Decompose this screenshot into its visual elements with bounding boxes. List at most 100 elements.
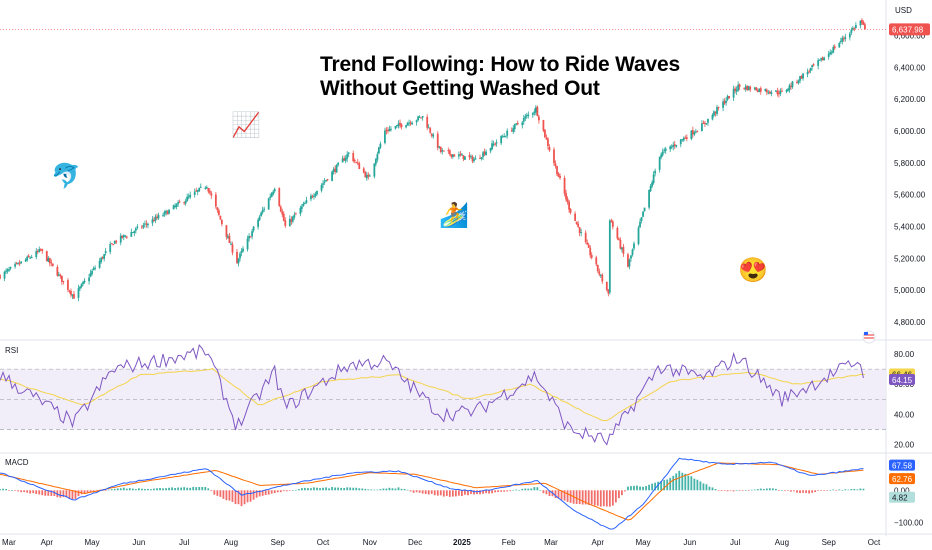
macd-histogram-bar (0, 489, 1, 491)
time-tick-label: Mar (544, 538, 558, 547)
macd-histogram-bar (310, 488, 312, 491)
candle-body (468, 155, 471, 158)
macd-histogram-bar (427, 490, 430, 495)
candle-body (39, 249, 42, 251)
macd-histogram-bar (267, 490, 270, 495)
macd-histogram-bar (237, 490, 240, 505)
candle-body (83, 280, 86, 283)
candle-body (18, 263, 21, 265)
time-tick-label: Apr (41, 538, 54, 547)
time-tick-label: Jun (132, 538, 145, 547)
candle-body (702, 122, 705, 124)
macd-histogram-bar (409, 490, 412, 492)
candle-body (470, 156, 472, 158)
macd-histogram-bar (319, 488, 321, 491)
candle-body (510, 130, 513, 132)
candle-body (778, 93, 780, 95)
macd-histogram-bar (790, 490, 792, 492)
candle-body (704, 122, 706, 124)
candle-body (737, 84, 740, 91)
candle-body (174, 205, 177, 207)
macd-histogram-bar (636, 485, 638, 491)
candle-body (800, 75, 803, 79)
macd-histogram-bar (340, 487, 343, 491)
candle-body (732, 88, 735, 98)
macd-histogram-bar (575, 490, 578, 504)
time-tick-label: Sep (822, 538, 837, 547)
candle-body (365, 175, 368, 179)
macd-histogram-bar (814, 490, 817, 493)
candle-body (707, 118, 709, 123)
candle-body (257, 219, 260, 227)
candle-body (544, 129, 546, 138)
candle-body (219, 215, 222, 220)
candle-body (853, 27, 856, 29)
candle-body (397, 123, 400, 127)
chart-title-line-2: Without Getting Washed Out (320, 77, 600, 100)
macd-histogram-bar (515, 489, 518, 491)
macd-histogram-bar (832, 489, 835, 491)
candle-body (145, 223, 148, 225)
candle-body (189, 194, 192, 198)
macd-histogram-bar (454, 490, 457, 497)
macd-histogram-bar (862, 488, 865, 491)
macd-histogram-bar (750, 489, 753, 491)
macd-histogram-bar (720, 490, 723, 492)
macd-histogram-bar (820, 490, 823, 491)
candle-body (269, 196, 272, 199)
candle-body (557, 173, 560, 177)
macd-pane-label: MACD (5, 458, 29, 467)
macd-histogram-bar (633, 485, 635, 491)
candle-body (622, 246, 625, 254)
candle-body (144, 223, 146, 225)
macd-histogram-bar (313, 487, 315, 491)
candle-body (344, 157, 347, 161)
candle-body (377, 147, 380, 154)
macd-histogram-bar (273, 490, 276, 494)
candle-body (98, 260, 101, 268)
candle-body (833, 46, 836, 49)
candle-body (227, 236, 229, 238)
macd-histogram-bar (204, 486, 207, 491)
macd-histogram-bar (599, 490, 602, 507)
candle-body (818, 59, 821, 61)
candle-body (607, 289, 610, 294)
candle-body (767, 92, 770, 94)
macd-histogram-bar (488, 490, 490, 494)
macd-histogram-bar (461, 490, 463, 497)
candle-body (5, 270, 7, 272)
candle-body (352, 153, 355, 162)
candle-body (214, 194, 217, 207)
price-tick-label: 5,800.00 (894, 159, 926, 168)
macd-histogram-bar (690, 476, 693, 491)
candle-body (157, 215, 160, 219)
macd-histogram-bar (2, 488, 4, 491)
candle-body (850, 29, 853, 33)
time-tick-label: Jul (179, 538, 189, 547)
candle-body (596, 264, 599, 272)
candle-body (115, 240, 118, 243)
candle-body (605, 281, 608, 291)
macd-histogram-bar (373, 489, 376, 491)
candle-body (133, 231, 136, 233)
price-tick-label: 6,000.00 (894, 127, 926, 136)
candle-body (364, 172, 367, 178)
macd-histogram-bar (361, 488, 364, 491)
time-tick-label: Jun (683, 538, 696, 547)
candle-body (483, 151, 486, 155)
macd-histogram-bar (77, 490, 80, 497)
macd-histogram-bar (494, 490, 497, 493)
candle-body (136, 226, 139, 228)
candle-body (617, 238, 620, 240)
macd-histogram-bar (482, 490, 484, 494)
rsi-line (0, 343, 864, 446)
macd-histogram-bar (684, 473, 687, 491)
candle-body (272, 191, 275, 195)
macd-histogram-bar (412, 490, 415, 493)
candle-body (531, 112, 534, 115)
candle-body (374, 159, 377, 165)
candle-body (387, 130, 389, 132)
macd-histogram-bar (621, 490, 623, 496)
macd-histogram-bar (210, 490, 213, 492)
macd-histogram-bar (137, 488, 140, 491)
